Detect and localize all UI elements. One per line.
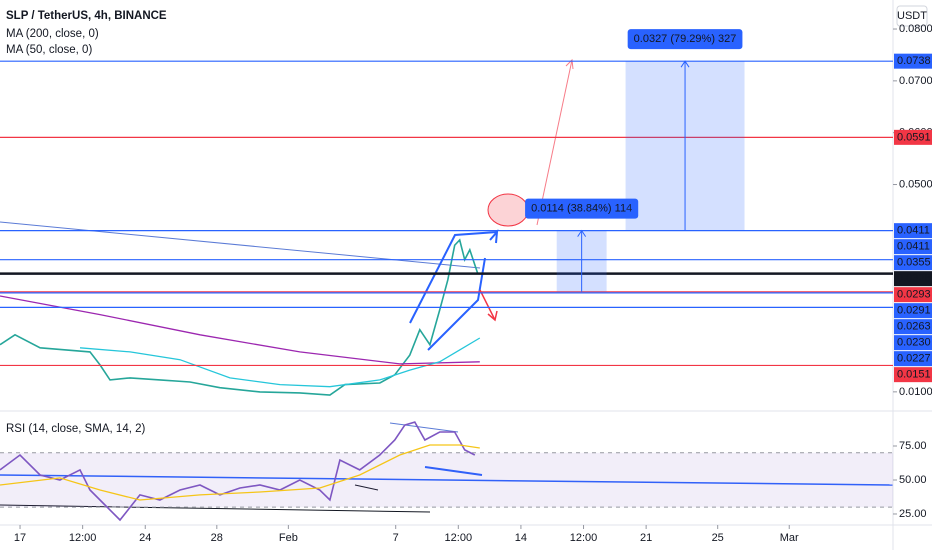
x-tick-label: 28 bbox=[211, 532, 223, 544]
arrow-head bbox=[487, 310, 498, 322]
price-label-box bbox=[894, 335, 932, 351]
price-label: 0.0227 bbox=[897, 353, 931, 365]
measure-label-box bbox=[627, 29, 743, 50]
x-tick-label: 25 bbox=[712, 532, 724, 544]
series-line bbox=[0, 295, 480, 365]
price-label-box bbox=[894, 319, 932, 335]
arrow-line bbox=[479, 289, 496, 321]
x-tick-label: Mar bbox=[780, 532, 799, 544]
indicator-label: MA (200, close, 0) bbox=[6, 28, 99, 40]
price-label: 0.0230 bbox=[897, 337, 931, 349]
y-tick-label: 75.00 bbox=[899, 440, 927, 452]
measure-arrow-head bbox=[680, 60, 690, 68]
measure-arrow-head bbox=[577, 229, 587, 237]
x-tick-label: 12:00 bbox=[570, 532, 598, 544]
arrow-head bbox=[565, 58, 574, 70]
indicator-label: MA (50, close, 0) bbox=[6, 44, 92, 56]
price-label-box bbox=[894, 367, 932, 383]
rsi-trend-line bbox=[0, 474, 894, 486]
price-label: 0.0151 bbox=[897, 369, 931, 381]
symbol-title: SLP / TetherUS, 4h, BINANCE bbox=[6, 10, 167, 22]
price-label: 0.0738 bbox=[897, 55, 931, 67]
x-tick-label: Feb bbox=[279, 532, 298, 544]
series-line bbox=[79, 337, 481, 388]
rsi-trend-line bbox=[354, 484, 379, 491]
rsi-trend-line bbox=[389, 422, 459, 433]
price-label: 0.0411 bbox=[897, 225, 930, 237]
ellipse bbox=[487, 193, 529, 227]
arrow-head bbox=[489, 229, 499, 244]
channel-line bbox=[427, 257, 486, 351]
price-label-box bbox=[894, 255, 932, 271]
price-label-box bbox=[894, 303, 932, 319]
price-label: 0.0411 bbox=[897, 241, 930, 253]
x-tick-label: 24 bbox=[139, 532, 151, 544]
y-tick-label: 0.0700 bbox=[899, 75, 932, 87]
price-label-box bbox=[894, 129, 932, 145]
price-label: 0.0328 bbox=[897, 273, 931, 285]
price-label: 0.0591 bbox=[897, 131, 931, 143]
y-tick-label: 0.0100 bbox=[899, 386, 932, 398]
x-tick-label: 21 bbox=[640, 532, 652, 544]
trend-line bbox=[0, 221, 481, 269]
price-label: 0.0355 bbox=[897, 257, 931, 269]
y-tick-label: 25.00 bbox=[899, 508, 927, 520]
x-tick-label: 14 bbox=[515, 532, 527, 544]
price-label-box bbox=[894, 223, 932, 239]
price-label-box bbox=[894, 271, 932, 287]
rsi-band bbox=[0, 452, 893, 508]
price-label: 0.0263 bbox=[897, 321, 931, 333]
price-label-box bbox=[894, 53, 932, 69]
price-label: 0.0291 bbox=[897, 305, 931, 317]
price-label-box bbox=[894, 351, 932, 367]
x-tick-label: 7 bbox=[393, 532, 399, 544]
price-label-box bbox=[894, 287, 932, 303]
currency-label[interactable]: USDT bbox=[897, 10, 927, 22]
arrow-line bbox=[536, 59, 573, 226]
rsi-trend-line bbox=[424, 466, 483, 476]
y-tick-label: 0.0800 bbox=[899, 23, 932, 35]
x-tick-label: 12:00 bbox=[69, 532, 97, 544]
x-tick-label: 12:00 bbox=[445, 532, 473, 544]
measure-label: 0.0114 (38.84%) 114 bbox=[531, 203, 632, 215]
series-line bbox=[0, 444, 480, 501]
price-label-box bbox=[894, 239, 932, 255]
currency-box[interactable] bbox=[896, 5, 928, 27]
measure-label: 0.0327 (79.29%) 327 bbox=[634, 33, 737, 45]
x-tick-label: 17 bbox=[14, 532, 26, 544]
price-label: 0.0293 bbox=[897, 289, 931, 301]
y-tick-label: 0.0500 bbox=[899, 178, 932, 190]
indicator-label: RSI (14, close, SMA, 14, 2) bbox=[6, 423, 146, 435]
y-tick-label: 50.00 bbox=[899, 474, 927, 486]
measure-label-box bbox=[525, 198, 639, 219]
drawings bbox=[0, 58, 894, 513]
series-line bbox=[0, 238, 479, 396]
channel-line bbox=[409, 231, 498, 324]
rsi-trend-line bbox=[0, 504, 431, 513]
